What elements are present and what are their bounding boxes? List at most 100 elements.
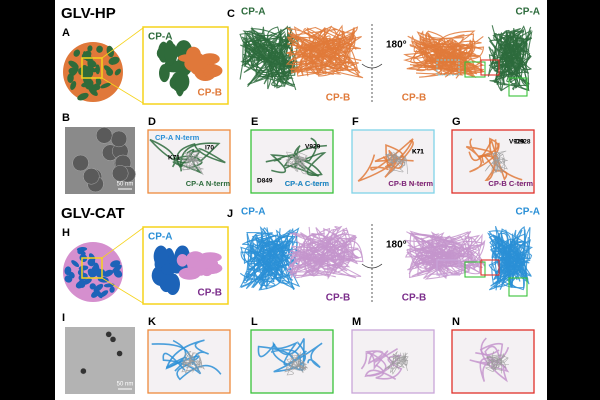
protein-ribbon <box>289 355 308 374</box>
protein-ribbon <box>465 138 500 173</box>
capsid-subunit <box>93 283 104 293</box>
highlight-box <box>81 57 103 79</box>
label: CP-A <box>241 7 265 18</box>
zoom-line <box>101 277 144 304</box>
label: G <box>452 116 461 128</box>
particle <box>109 336 117 343</box>
region-box <box>436 259 460 276</box>
label: 50 nm <box>117 182 134 188</box>
detail-frame <box>147 129 231 194</box>
label: K71 <box>168 155 180 162</box>
capsid-subunit <box>70 81 77 90</box>
label: C <box>227 8 235 20</box>
protein-ribbon <box>360 348 399 371</box>
label: D <box>148 116 156 128</box>
label: I <box>62 312 65 324</box>
capsid-subunit <box>103 65 113 73</box>
protein-ribbon <box>182 152 205 170</box>
region-box <box>436 59 460 76</box>
label: H <box>62 227 70 239</box>
capsid-subunit <box>89 283 96 290</box>
surface-blob <box>176 254 188 267</box>
protein-ribbon <box>485 356 508 372</box>
surface-blob <box>178 267 201 280</box>
capsid-subunit <box>78 265 89 271</box>
protein-ribbon <box>287 32 357 74</box>
label: CP-A N-term <box>186 179 231 188</box>
label: K71 <box>412 149 424 156</box>
region-box <box>508 77 528 97</box>
particle <box>95 127 113 144</box>
label: CP-A <box>516 7 540 18</box>
zoom-line <box>101 227 144 259</box>
protein-ribbon <box>468 139 508 181</box>
label: CP-A <box>241 207 265 218</box>
protein-ribbon <box>357 138 414 182</box>
detail-frame <box>147 329 231 394</box>
label: CP-A <box>148 232 172 243</box>
surface-blob <box>203 64 219 79</box>
capsid-subunit <box>71 260 80 268</box>
capsid-subunit <box>96 45 103 53</box>
label: CP-B <box>198 288 222 299</box>
protein-ribbon <box>364 350 397 380</box>
protein-ribbon <box>242 26 299 86</box>
particle <box>110 130 128 148</box>
highlight-box <box>81 257 103 279</box>
zoom-line <box>101 77 144 104</box>
label: GLV-CAT <box>61 205 125 222</box>
capsid-subunit <box>73 49 81 57</box>
capsid-subunit <box>114 68 121 76</box>
surface-blob <box>161 263 176 275</box>
label: CP-B <box>402 93 426 104</box>
label: F <box>352 116 359 128</box>
capsid-subunit <box>87 59 97 67</box>
label: CP-B <box>198 88 222 99</box>
label: CP-B <box>402 293 426 304</box>
protein-ribbon <box>165 339 209 370</box>
protein-ribbon <box>388 352 409 369</box>
particle <box>72 154 89 172</box>
capsid-subunit <box>85 68 92 79</box>
capsid-subunit <box>76 247 88 252</box>
label: CP-B C-term <box>488 179 533 188</box>
protein-ribbon <box>151 343 202 375</box>
particle <box>83 168 100 185</box>
capsid-subunit <box>99 290 109 298</box>
rotation-arrow <box>361 263 383 269</box>
protein-ribbon <box>181 151 204 176</box>
label: D849 <box>257 178 273 185</box>
label: CP-A <box>516 207 540 218</box>
micrograph <box>65 327 135 394</box>
surface-blob <box>153 245 169 268</box>
label: L <box>251 316 258 328</box>
region-box <box>508 277 528 297</box>
label: A <box>62 27 70 39</box>
protein-ribbon <box>494 228 532 291</box>
region-box <box>464 261 486 278</box>
capsid-subunit <box>91 290 99 298</box>
label: CP-B <box>326 293 350 304</box>
label: 180° <box>386 240 407 251</box>
protein-ribbon <box>384 351 408 373</box>
protein-ribbon <box>269 152 327 176</box>
protein-ribbon <box>384 152 408 175</box>
protein-ribbon <box>285 156 308 172</box>
protein-ribbon <box>367 354 403 380</box>
label: CP-A C-term <box>285 179 330 188</box>
capsid-subunit <box>112 264 122 273</box>
region-box <box>464 61 486 78</box>
protein-ribbon <box>243 230 298 289</box>
capsid-subunit <box>95 77 102 86</box>
zoom-line <box>101 27 144 59</box>
label: CP-A N-term <box>155 133 200 142</box>
capsid-subunit <box>85 82 93 90</box>
label: 50 nm <box>117 382 134 388</box>
label: K <box>148 316 156 328</box>
particle <box>116 350 123 357</box>
protein-ribbon <box>486 150 507 173</box>
protein-ribbon <box>272 338 307 372</box>
surface-blob <box>185 52 204 62</box>
protein-ribbon <box>284 356 305 373</box>
protein-ribbon <box>182 151 199 172</box>
